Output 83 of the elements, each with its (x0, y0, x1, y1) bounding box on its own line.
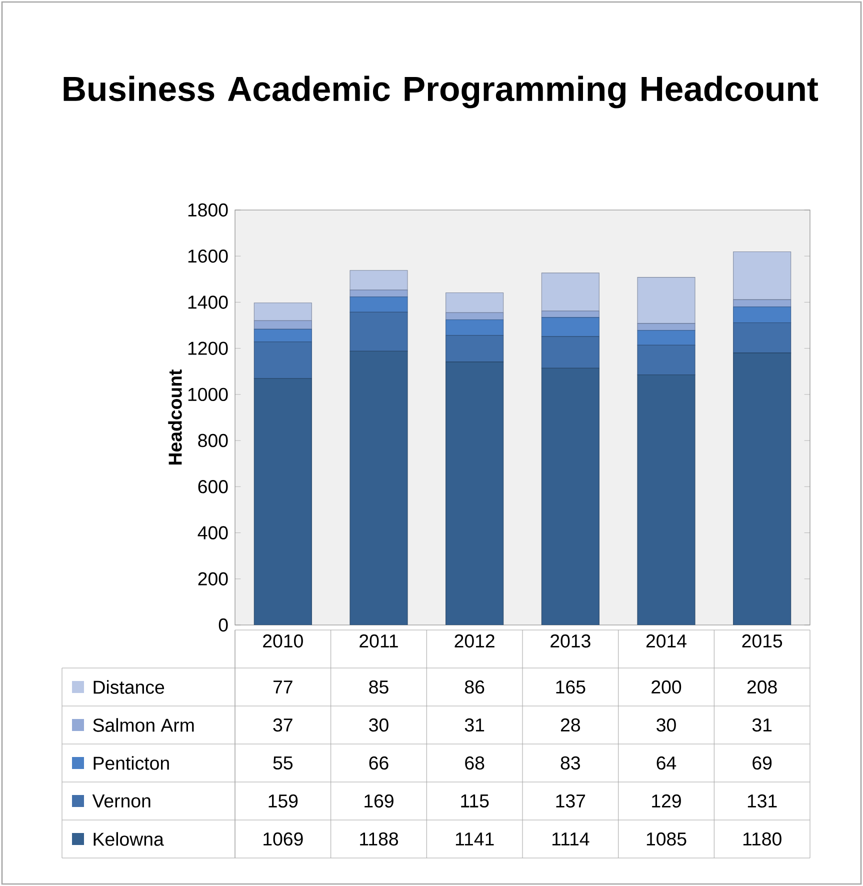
y-tick-label: 1400 (188, 296, 228, 309)
data-label: 86 (465, 680, 484, 694)
y-tick-label: 800 (198, 434, 228, 448)
data-label: 1141 (456, 832, 494, 846)
bar (733, 251, 792, 300)
data-label: 69 (752, 756, 772, 770)
data-label: 1069 (264, 832, 303, 846)
y-tick-label: 1200 (188, 342, 228, 355)
bar (541, 368, 600, 625)
bar (541, 336, 600, 368)
bar (637, 374, 696, 625)
bar (637, 323, 696, 331)
bar (541, 272, 600, 312)
data-label: 31 (752, 718, 772, 732)
bar (350, 270, 408, 290)
bar (254, 378, 312, 625)
data-label: 85 (369, 680, 388, 694)
data-label: 131 (748, 794, 777, 808)
data-label: 37 (273, 718, 292, 732)
bar (350, 290, 408, 298)
data-label: 1180 (743, 832, 782, 846)
bar (350, 350, 408, 625)
data-label: 137 (556, 794, 586, 808)
data-label: 1188 (360, 832, 398, 846)
data-label: 30 (656, 718, 676, 732)
bar (446, 362, 504, 625)
bar (446, 319, 504, 336)
y-tick-label: 400 (198, 526, 228, 540)
bar (446, 335, 504, 362)
bar (350, 296, 408, 312)
bar (254, 342, 312, 379)
bar (446, 312, 504, 320)
data-label: 115 (461, 794, 489, 808)
x-tick-label: 2013 (550, 634, 590, 648)
y-tick-label: 200 (198, 572, 228, 586)
x-tick-label: 2010 (263, 634, 303, 648)
y-tick-label: 1000 (188, 388, 228, 402)
bar (637, 277, 696, 324)
bar (541, 310, 600, 318)
data-label: 66 (369, 756, 388, 770)
bar (733, 306, 792, 324)
data-label: 129 (652, 794, 681, 808)
bar (637, 344, 696, 376)
legend-label: Penticton (94, 756, 169, 770)
legend-label: Vernon (92, 794, 150, 808)
data-label: 55 (273, 756, 293, 770)
x-tick-label: 2012 (454, 634, 494, 648)
y-tick-label: 600 (198, 480, 228, 494)
data-label: 165 (556, 680, 586, 694)
data-label: 169 (364, 794, 394, 808)
bar (254, 328, 312, 342)
x-tick-label: 2014 (646, 634, 686, 648)
data-label: 208 (747, 680, 777, 694)
bar (254, 320, 312, 330)
data-label: 1085 (646, 832, 686, 846)
data-label: 28 (560, 718, 580, 732)
bar (637, 330, 696, 346)
data-label: 200 (652, 680, 682, 694)
data-label: 68 (465, 756, 484, 770)
bar (733, 322, 792, 354)
bar (350, 312, 408, 352)
y-tick-label: 0 (218, 618, 228, 632)
x-tick-label: 2015 (742, 634, 782, 648)
legend-label: Kelowna (94, 832, 164, 846)
bar (733, 299, 792, 308)
y-tick-label: 1600 (188, 249, 228, 263)
data-label: 30 (369, 718, 388, 732)
data-label: 83 (560, 756, 580, 770)
bar (733, 352, 792, 625)
chart-title: Business Academic Programming Headcount (64, 76, 818, 108)
y-tick-label: 1800 (188, 203, 228, 217)
bar (446, 292, 504, 313)
legend-label: Salmon Arm (93, 718, 194, 732)
y-axis-title: Headcount (168, 370, 182, 464)
data-label: 31 (464, 718, 484, 732)
legend-label: Distance (94, 680, 164, 694)
data-label: 64 (656, 756, 676, 770)
bar (541, 317, 600, 337)
data-label: 77 (274, 680, 292, 694)
data-label: 1114 (552, 832, 590, 846)
bar (254, 302, 312, 321)
x-tick-label: 2011 (360, 634, 398, 648)
data-label: 159 (268, 794, 298, 808)
